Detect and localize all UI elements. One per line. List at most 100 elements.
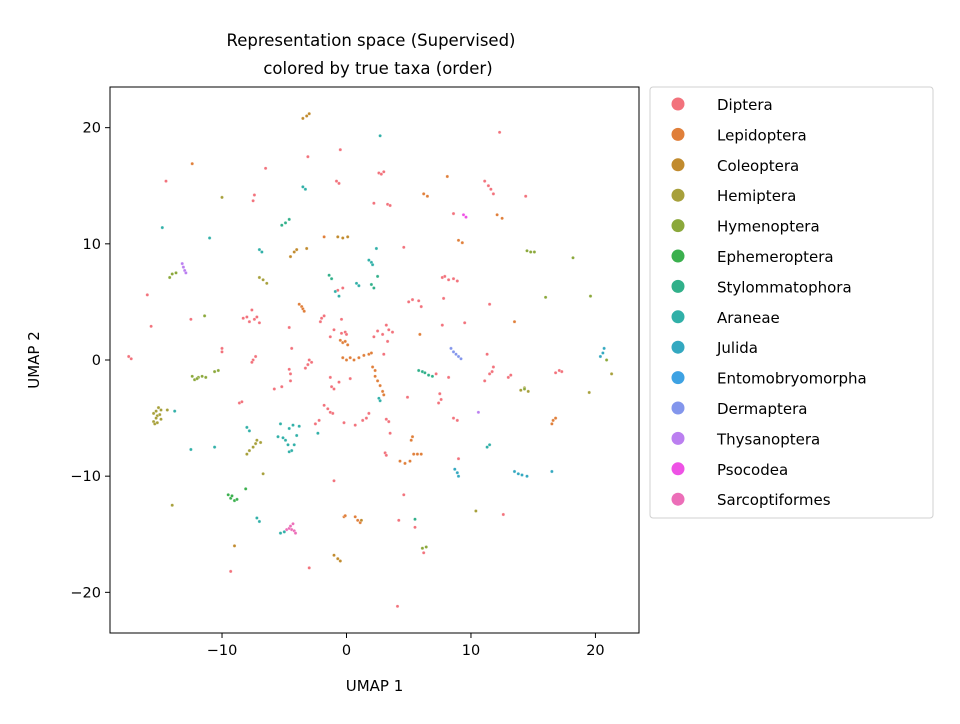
data-point: [289, 346, 294, 351]
data-point: [509, 373, 513, 377]
data-point: [445, 174, 450, 179]
data-point: [487, 372, 492, 376]
data-point: [345, 235, 350, 239]
data-point: [421, 192, 426, 196]
legend-marker: [671, 431, 685, 445]
data-point: [528, 250, 533, 254]
data-point: [251, 445, 255, 449]
data-point: [456, 238, 461, 243]
data-point: [390, 330, 395, 334]
data-point: [512, 319, 517, 324]
x-axis-ticks: −10 0 10 20: [207, 633, 605, 659]
legend-label: Diptera: [717, 96, 773, 114]
y-tick-label: 10: [83, 237, 101, 253]
data-point: [328, 335, 333, 339]
data-point: [474, 509, 478, 513]
data-point: [378, 134, 382, 138]
data-point: [516, 472, 521, 476]
data-point: [288, 372, 293, 376]
data-point: [170, 503, 174, 507]
data-point: [553, 416, 558, 420]
legend-label: Thysanoptera: [716, 430, 820, 448]
data-point: [255, 438, 259, 442]
data-point: [449, 346, 453, 351]
data-point: [336, 556, 340, 561]
data-point: [283, 221, 288, 225]
data-point: [482, 179, 487, 183]
data-point: [272, 387, 277, 391]
data-point: [338, 147, 343, 152]
data-point: [235, 497, 239, 502]
data-point: [344, 358, 349, 362]
chart-title-line-1: Representation space (Supervised): [227, 31, 516, 50]
data-point: [588, 294, 593, 298]
data-point: [372, 201, 376, 205]
data-point: [334, 179, 339, 183]
data-point: [288, 254, 293, 259]
data-point: [240, 400, 244, 404]
data-point: [292, 443, 296, 447]
data-point: [388, 431, 392, 435]
legend-label: Ephemeroptera: [717, 248, 834, 266]
data-point: [307, 111, 311, 116]
data-point: [341, 355, 345, 360]
legend-label: Stylommatophora: [717, 278, 852, 296]
data-point: [304, 114, 309, 118]
y-axis-label: UMAP 2: [25, 331, 43, 389]
x-tick-label: 10: [462, 643, 480, 659]
data-point: [189, 317, 193, 322]
legend-marker: [671, 127, 685, 141]
data-point: [369, 282, 374, 287]
data-point: [423, 371, 427, 375]
data-point: [388, 203, 392, 208]
data-point: [292, 250, 296, 254]
data-point: [174, 271, 178, 275]
data-point: [126, 354, 131, 359]
data-point: [288, 379, 293, 383]
data-point: [253, 354, 258, 359]
data-point: [357, 283, 361, 288]
data-point: [303, 187, 308, 191]
x-tick-label: 20: [586, 643, 604, 659]
legend-frame: [649, 86, 934, 519]
data-point: [333, 289, 338, 294]
data-point: [245, 315, 249, 319]
data-point: [380, 332, 385, 337]
data-point: [257, 247, 262, 252]
data-point: [129, 357, 133, 361]
data-point: [265, 281, 269, 286]
data-point: [343, 513, 347, 518]
legend-label: Araneae: [717, 309, 780, 327]
data-point: [247, 319, 252, 324]
data-point: [286, 443, 290, 447]
data-point: [451, 416, 456, 420]
data-point: [370, 365, 375, 369]
data-point: [354, 281, 359, 286]
legend-label: Sarcoptiformes: [717, 491, 831, 509]
data-point: [245, 452, 249, 456]
data-point: [598, 354, 603, 359]
data-point: [455, 279, 460, 283]
data-point: [373, 368, 377, 373]
data-point: [424, 545, 428, 549]
data-point: [260, 250, 264, 254]
data-point: [522, 387, 527, 391]
data-point: [306, 362, 310, 367]
data-point: [337, 294, 341, 298]
data-point: [425, 194, 430, 198]
legend: Diptera Lepidoptera Coleoptera Hemiptera Hym…: [649, 86, 934, 519]
data-point: [261, 278, 265, 282]
data-point: [375, 274, 380, 279]
data-point: [397, 518, 401, 523]
y-tick-label: 20: [83, 121, 101, 137]
legend-marker: [671, 492, 685, 506]
data-point: [370, 262, 375, 267]
legend-label: Hemiptera: [717, 187, 796, 205]
y-axis-ticks: −20 −10 0 10 20: [70, 121, 110, 601]
data-point: [476, 410, 481, 415]
data-point: [253, 441, 258, 446]
data-point: [293, 531, 298, 535]
data-point: [278, 422, 283, 426]
data-point: [216, 368, 221, 373]
data-point: [329, 384, 334, 389]
